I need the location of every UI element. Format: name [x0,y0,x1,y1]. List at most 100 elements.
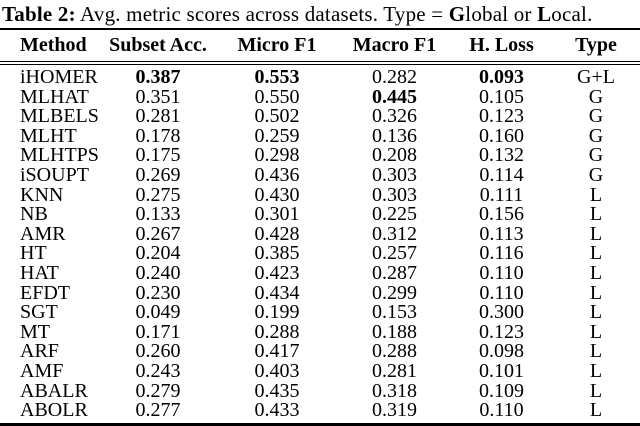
table-caption: Table 2: Avg. metric scores across datas… [0,0,640,26]
cell-macro-f1: 0.318 [372,379,417,402]
column-header-macro-f1: Macro F1 [338,29,451,65]
cell-method: EFDT [20,281,70,304]
table-row: SGT 0.049 0.199 0.153 0.300 L [0,301,640,324]
cell-type: G [588,163,604,186]
cell-h-loss: 0.300 [479,301,524,324]
cell-subset-acc: 0.260 [135,340,181,363]
cell-method: iHOMER [20,66,98,88]
cell-h-loss: 0.105 [479,85,524,108]
header-row: Method Subset Acc. Micro F1 Macro F1 H. Loss… [0,29,640,65]
cell-micro-f1: 0.423 [254,261,300,284]
cell-h-loss: 0.111 [479,183,524,206]
cell-h-loss: 0.093 [479,66,524,88]
cell-micro-f1: 0.553 [254,66,300,88]
column-header-subset-acc: Subset Acc. [100,29,216,65]
cell-subset-acc: 0.171 [135,320,181,343]
cell-macro-f1: 0.299 [372,281,417,304]
cell-method: MLHT [20,124,77,147]
cell-macro-f1: 0.257 [372,242,417,265]
cell-method: HT [20,242,47,265]
cell-micro-f1: 0.301 [254,203,300,226]
column-header-h-loss: H. Loss [451,29,552,65]
cell-h-loss: 0.110 [479,261,524,284]
cell-macro-f1: 0.288 [372,340,417,363]
cell-method: iSOUPT [20,163,89,186]
cell-micro-f1: 0.502 [254,105,300,128]
cell-h-loss: 0.132 [479,144,524,167]
column-header-type: Type [552,29,640,65]
cell-h-loss: 0.160 [479,124,524,147]
cell-macro-f1: 0.319 [372,399,417,422]
table-row: EFDT 0.230 0.434 0.299 0.110 L [0,281,640,304]
metrics-table: Method Subset Acc. Micro F1 Macro F1 H. Loss… [0,28,640,426]
cell-type: G+L [577,66,615,88]
cell-macro-f1: 0.153 [372,301,417,324]
cell-subset-acc: 0.267 [135,222,181,245]
cell-macro-f1: 0.303 [372,163,417,186]
cell-method: MLHAT [20,85,89,108]
table-row: iSOUPT 0.269 0.436 0.303 0.114 G [0,163,640,186]
table-row: iHOMER 0.387 0.553 0.282 0.093 G+L [0,63,640,88]
table-row: AMR 0.267 0.428 0.312 0.113 L [0,222,640,245]
cell-subset-acc: 0.275 [135,183,181,206]
cell-subset-acc: 0.387 [135,66,181,88]
cell-type: L [589,399,603,422]
cell-micro-f1: 0.436 [254,163,300,186]
cell-method: NB [20,203,48,226]
caption-segment: Table 2: [2,2,76,26]
cell-type: L [589,261,603,284]
cell-subset-acc: 0.279 [135,379,181,402]
cell-h-loss: 0.116 [479,242,524,265]
table-row: MLHAT 0.351 0.550 0.445 0.105 G [0,85,640,108]
table-row: ABALR 0.279 0.435 0.318 0.109 L [0,379,640,402]
cell-subset-acc: 0.269 [135,163,181,186]
cell-h-loss: 0.123 [479,105,524,128]
cell-macro-f1: 0.287 [372,261,417,284]
cell-method: KNN [20,183,64,206]
cell-method: MLBELS [20,105,99,128]
cell-type: L [589,340,603,363]
cell-h-loss: 0.109 [479,379,524,402]
cell-method: ABALR [20,379,88,402]
cell-subset-acc: 0.204 [135,242,181,265]
table-row: NB 0.133 0.301 0.225 0.156 L [0,203,640,226]
cell-subset-acc: 0.175 [135,144,181,167]
cell-macro-f1: 0.188 [372,320,417,343]
cell-subset-acc: 0.277 [135,399,181,422]
caption-segment: L [537,2,552,26]
cell-micro-f1: 0.550 [254,85,300,108]
cell-h-loss: 0.110 [479,399,524,422]
cell-type: G [588,105,604,128]
table-row: MT 0.171 0.288 0.188 0.123 L [0,320,640,343]
cell-micro-f1: 0.199 [254,301,300,324]
cell-method: ABOLR [20,399,88,422]
cell-micro-f1: 0.430 [254,183,300,206]
cell-micro-f1: 0.428 [254,222,300,245]
cell-macro-f1: 0.303 [372,183,417,206]
table-row: KNN 0.275 0.430 0.303 0.111 L [0,183,640,206]
cell-type: G [588,85,604,108]
table-row: MLHTPS 0.175 0.298 0.208 0.132 G [0,146,640,166]
cell-subset-acc: 0.178 [135,124,181,147]
cell-subset-acc: 0.243 [135,359,181,382]
table-row: AMF 0.243 0.403 0.281 0.101 L [0,359,640,382]
cell-type: L [589,281,603,304]
cell-subset-acc: 0.133 [135,203,181,226]
table-row: MLHT 0.178 0.259 0.136 0.160 G [0,124,640,147]
cell-micro-f1: 0.298 [254,144,300,167]
cell-type: L [589,320,603,343]
cell-type: L [589,183,603,206]
cell-subset-acc: 0.049 [135,301,181,324]
cell-h-loss: 0.114 [479,163,524,186]
cell-method: AMR [20,222,66,245]
caption-segment: Avg. metric scores across datasets. Type… [75,2,449,26]
cell-macro-f1: 0.312 [372,222,417,245]
cell-subset-acc: 0.351 [135,85,181,108]
cell-macro-f1: 0.281 [372,359,417,382]
table-row: HAT 0.240 0.423 0.287 0.110 L [0,261,640,284]
cell-method: ARF [20,340,59,363]
cell-h-loss: 0.101 [479,359,524,382]
table-row: MLBELS 0.281 0.502 0.326 0.123 G [0,105,640,128]
cell-macro-f1: 0.225 [372,203,417,226]
cell-h-loss: 0.123 [479,320,524,343]
